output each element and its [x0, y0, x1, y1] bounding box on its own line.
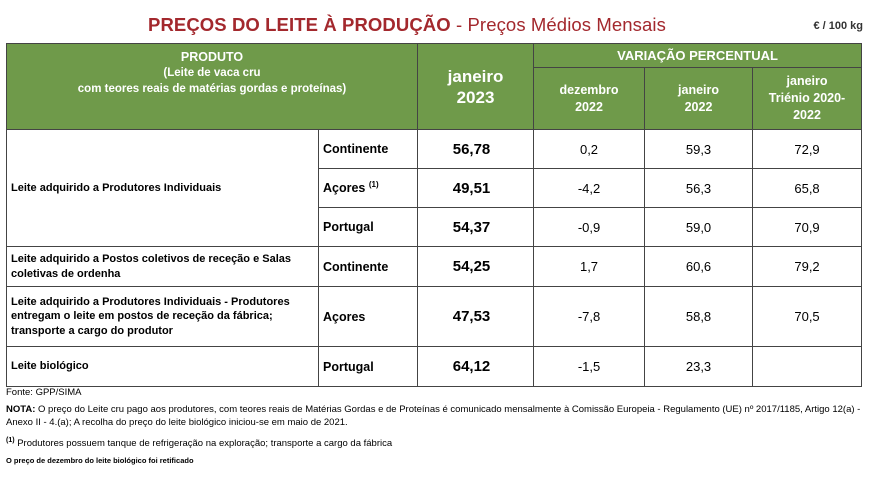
table-row: Açores (1) 49,51 -4,2 56,3 65,8: [7, 168, 863, 208]
footnote: (1) Produtores possuem tanque de refrige…: [6, 434, 866, 450]
header-produto-sub2: com teores reais de matérias gordas e pr…: [77, 83, 347, 95]
title-bar: PREÇOS DO LEITE À PRODUÇÃO - Preços Médi…: [0, 0, 887, 44]
notes: Fonte: GPP/SIMA NOTA: O preço do Leite c…: [6, 386, 866, 467]
page-title: PREÇOS DO LEITE À PRODUÇÃO - Preços Médi…: [148, 14, 666, 36]
row-var-jan: 60,6: [644, 246, 754, 287]
header-produto-sub1: (Leite de vaca cru: [163, 67, 261, 79]
row-var-trienio: [752, 346, 863, 387]
header-current-month: janeiro: [447, 66, 504, 86]
header-variacao: VARIAÇÃO PERCENTUAL: [533, 43, 863, 68]
header-var-jan-line2: 2022: [684, 99, 713, 114]
row-region: Açores: [317, 286, 419, 347]
row-price: 49,51: [417, 168, 535, 208]
header-var-trienio-line3: 2022: [793, 108, 821, 122]
header-var-trienio-line2: Triénio 2020-: [768, 91, 846, 105]
table-row: Leite adquirido a Produtores Individuais…: [6, 286, 863, 347]
title-main: PREÇOS DO LEITE À PRODUÇÃO: [148, 14, 451, 35]
row-var-trienio: 65,8: [752, 168, 863, 208]
row-var-trienio: 70,9: [752, 207, 863, 247]
row-var-trienio: 79,2: [752, 246, 863, 287]
row-region: Portugal: [317, 207, 419, 247]
footnote-text: Produtores possuem tanque de refrigeraçã…: [14, 438, 393, 450]
header-var-trienio-line1: janeiro: [786, 74, 828, 88]
row-var-jan: 59,0: [644, 207, 754, 247]
row-label: Leite biológico: [6, 346, 319, 387]
row-var-dez: -1,5: [533, 346, 646, 387]
row-var-trienio: 72,9: [752, 129, 863, 169]
row-var-trienio: 70,5: [752, 286, 863, 347]
row-price: 54,37: [417, 207, 535, 247]
row-var-jan: 58,8: [644, 286, 754, 347]
row-label: Leite adquirido a Produtores Individuais…: [6, 286, 319, 347]
row-var-dez: -7,8: [533, 286, 646, 347]
title-sub: - Preços Médios Mensais: [450, 14, 666, 35]
table-row: Leite biológico Portugal 64,12 -1,5 23,3: [6, 346, 863, 387]
header-var-dez-line1: dezembro: [559, 82, 619, 97]
price-table: PRODUTO (Leite de vaca cru com teores re…: [5, 43, 863, 387]
row-var-dez: -4,2: [533, 168, 646, 208]
header-var-dez-line2: 2022: [575, 99, 603, 114]
table-row: Leite adquirido a Produtores Individuais…: [6, 129, 863, 247]
row-region: Açores (1): [317, 168, 419, 208]
source-note: Fonte: GPP/SIMA: [6, 387, 82, 398]
row-var-dez: 0,2: [533, 129, 646, 169]
header-produto-label: PRODUTO: [180, 50, 244, 64]
table-row: Portugal 54,37 -0,9 59,0 70,9: [7, 207, 863, 247]
row-region: Continente: [317, 246, 419, 287]
nota-text: O preço do Leite cru pago aos produtores…: [6, 404, 861, 428]
nota-label: NOTA:: [6, 404, 36, 415]
row-var-jan: 59,3: [644, 129, 754, 169]
footnote-mark: (1): [6, 437, 15, 444]
row-var-jan: 56,3: [644, 168, 754, 208]
row-var-dez: 1,7: [533, 246, 646, 287]
row-price: 47,53: [417, 286, 535, 347]
header-var-jan-line1: janeiro: [678, 82, 720, 97]
footnote-ref: (1): [368, 180, 379, 190]
header-produto: PRODUTO (Leite de vaca cru com teores re…: [5, 43, 419, 130]
header-var-dez: dezembro 2022: [533, 67, 646, 130]
table-row: Leite adquirido a Postos coletivos de re…: [6, 246, 863, 287]
row-price: 54,25: [417, 246, 535, 287]
retificado-note: O preço de dezembro do leite biológico f…: [6, 456, 194, 466]
row-var-dez: -0,9: [533, 207, 646, 247]
row-label: Leite adquirido a Produtores Individuais: [6, 129, 319, 247]
row-region: Continente: [317, 129, 419, 169]
unit-label: € / 100 kg: [813, 20, 863, 32]
row-price: 56,78: [417, 129, 535, 169]
header-var-jan: janeiro 2022: [644, 67, 754, 130]
header-current-period: janeiro 2023: [417, 43, 535, 130]
row-label: Leite adquirido a Postos coletivos de re…: [6, 246, 319, 287]
row-price: 64,12: [417, 346, 535, 387]
row-var-jan: 23,3: [644, 346, 754, 387]
header-var-trienio: janeiro Triénio 2020- 2022: [752, 67, 863, 130]
header-current-year: 2023: [456, 87, 495, 107]
nota: NOTA: O preço do Leite cru pago aos prod…: [6, 403, 866, 429]
row-region: Portugal: [317, 346, 419, 387]
